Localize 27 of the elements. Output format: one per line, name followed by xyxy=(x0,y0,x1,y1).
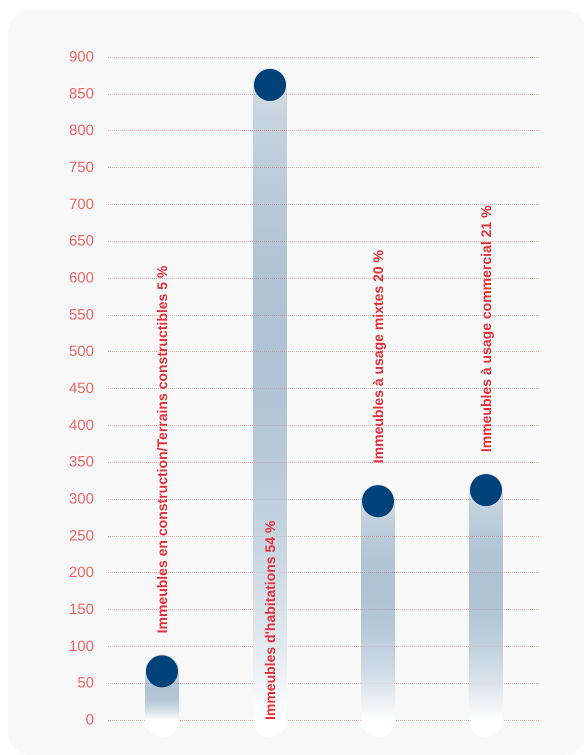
x-tick-label: Immeubles d'habitations 54 % xyxy=(262,520,278,720)
y-tick-label: 800 xyxy=(68,122,94,140)
y-tick-label: 750 xyxy=(68,159,94,176)
y-tick-label: 600 xyxy=(68,270,94,286)
y-tick-label: 450 xyxy=(68,380,94,397)
y-tick-label: 650 xyxy=(68,232,94,250)
y-tick-label: 400 xyxy=(68,416,94,434)
y-tick-label: 50 xyxy=(77,674,94,692)
y-tick-label: 200 xyxy=(68,564,94,582)
y-tick-label: 850 xyxy=(68,85,94,102)
point xyxy=(362,485,394,518)
y-tick-label: 0 xyxy=(86,712,94,728)
y-tick-label: 900 xyxy=(68,48,94,66)
y-tick-label: 150 xyxy=(68,601,94,618)
y-tick-label: 550 xyxy=(68,306,94,324)
x-tick-label: Immeubles en construction/Terrains constructibles 5 % xyxy=(154,265,170,634)
y-tick-label: 350 xyxy=(68,454,94,471)
y-tick-label: 300 xyxy=(68,490,94,508)
y-tick-label: 500 xyxy=(68,343,94,360)
y-tick-label: 100 xyxy=(68,638,94,655)
point xyxy=(470,474,502,506)
x-tick-label: Immeubles à usage mixtes 20 % xyxy=(370,249,386,464)
point xyxy=(146,655,178,688)
y-tick-label: 250 xyxy=(68,527,94,544)
point xyxy=(254,69,286,101)
x-tick-label: Immeubles à usage commercial 21 % xyxy=(478,204,494,452)
y-tick-label: 700 xyxy=(68,196,94,213)
